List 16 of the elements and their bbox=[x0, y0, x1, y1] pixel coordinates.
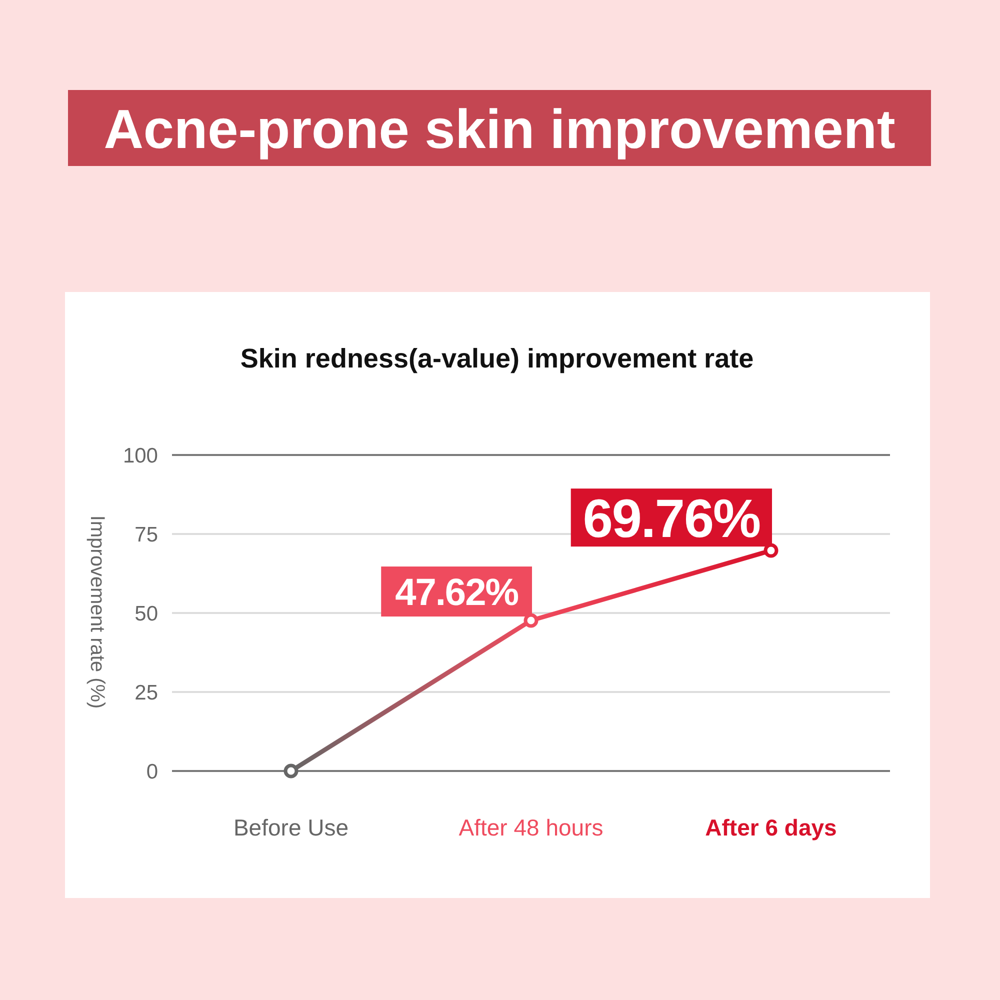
y-tick-label: 0 bbox=[146, 760, 158, 784]
y-tick-label: 25 bbox=[134, 682, 158, 705]
data-label: 47.62% bbox=[395, 572, 518, 614]
y-tick-label: 50 bbox=[134, 602, 158, 626]
data-label: 69.76% bbox=[582, 489, 760, 549]
chart-subtitle: Skin redness(a-value) improvement rate bbox=[240, 344, 754, 374]
x-tick-label: After 48 hours bbox=[458, 814, 604, 840]
x-tick-label: Before Use bbox=[233, 814, 349, 840]
y-tick-label: 75 bbox=[134, 524, 158, 547]
x-tick-label: After 6 days bbox=[705, 814, 837, 840]
point bbox=[764, 543, 778, 558]
y-tick-label: 100 bbox=[122, 444, 158, 468]
y-axis-title: Improvement rate (%) bbox=[86, 515, 108, 709]
chart-title: Acne-prone skin improvement bbox=[104, 98, 896, 160]
point bbox=[524, 613, 538, 628]
point bbox=[284, 764, 298, 778]
